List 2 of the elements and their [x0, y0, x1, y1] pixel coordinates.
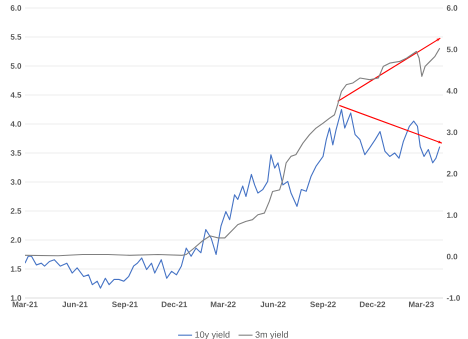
line-series [25, 108, 440, 289]
line-series [25, 48, 440, 256]
